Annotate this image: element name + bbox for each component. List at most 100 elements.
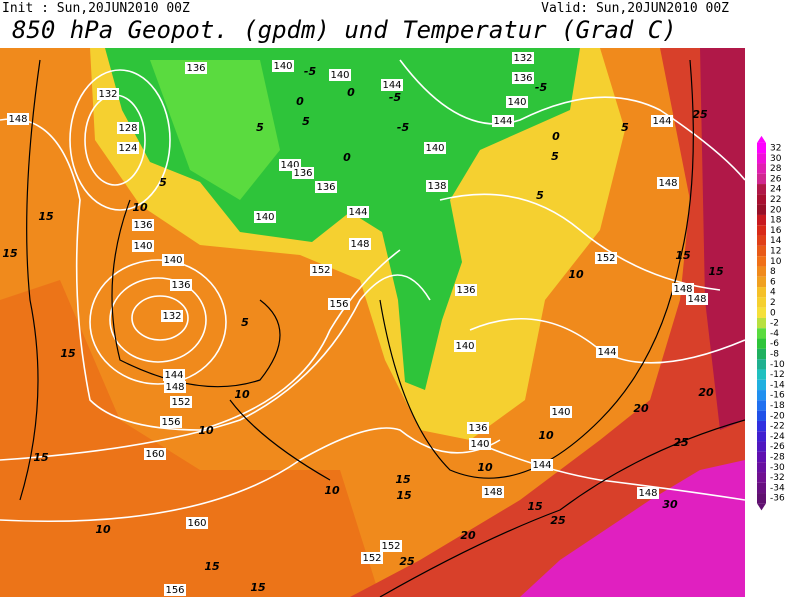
geopotential-label: 148 xyxy=(8,114,27,125)
geopotential-label-box xyxy=(454,340,476,352)
colorbar-label: -34 xyxy=(770,483,785,493)
geopotential-label-box xyxy=(170,396,192,408)
colorbar-label: 6 xyxy=(770,277,776,287)
colorbar-label: 14 xyxy=(770,236,782,246)
geopotential-label: 136 xyxy=(133,220,152,231)
colorbar-swatch xyxy=(757,441,766,452)
ocean-warm xyxy=(0,280,380,597)
temperature-label: 15 xyxy=(2,247,18,260)
geopotential-label-box xyxy=(380,540,402,552)
geopotential-label-box xyxy=(469,438,491,450)
temperature-labels: 1515151510151510101051051515101520252520… xyxy=(2,65,724,594)
geopotential-label: 140 xyxy=(507,97,526,108)
temperature-label: 20 xyxy=(698,386,714,399)
temperature-label: 15 xyxy=(675,249,691,262)
geopotential-label-box xyxy=(455,284,477,296)
hot-zone xyxy=(350,48,745,597)
geopotential-label-box xyxy=(315,181,337,193)
light-green-zone xyxy=(150,60,280,200)
colorbar: 32302826242220181614121086420-2-4-6-8-10… xyxy=(757,135,785,511)
colorbar-swatch xyxy=(757,317,766,329)
geopotential-label-box xyxy=(185,62,207,74)
colorbar-swatch xyxy=(757,400,766,411)
geopotential-label-box xyxy=(637,487,659,499)
temperature-label: 15 xyxy=(204,560,220,573)
geopotential-label: 148 xyxy=(350,239,369,250)
geopotential-label: 136 xyxy=(468,423,487,434)
colorbar-label: 22 xyxy=(770,195,781,205)
colorbar-swatch xyxy=(757,153,766,164)
temperature-label: 15 xyxy=(708,265,724,278)
geopotential-label-box xyxy=(329,69,351,81)
colorbar-swatch xyxy=(757,287,766,298)
geopotential-label-box xyxy=(170,279,192,291)
geopotential-label-box xyxy=(328,298,350,310)
temperature-label: 10 xyxy=(477,461,493,474)
geopotential-label-box xyxy=(381,79,403,91)
temperature-label: 15 xyxy=(395,473,411,486)
colorbar-swatch xyxy=(757,390,766,401)
temperature-label: 10 xyxy=(324,484,340,497)
temperature-label: 15 xyxy=(33,451,49,464)
colorbar-swatch xyxy=(757,297,766,308)
colorbar-swatch xyxy=(757,493,766,504)
geopotential-label: 140 xyxy=(255,212,274,223)
geopotential-label: 138 xyxy=(427,181,446,192)
colorbar-swatch xyxy=(757,225,766,236)
colorbar-swatch xyxy=(757,276,766,288)
temperature-label: 0 xyxy=(343,151,351,164)
geopotential-label: 152 xyxy=(311,265,330,276)
geopotential-label-box xyxy=(7,113,29,125)
geopotential-label: 156 xyxy=(329,299,348,310)
colorbar-label: -36 xyxy=(770,494,785,504)
colorbar-label: -20 xyxy=(770,411,785,421)
geopotential-label: 136 xyxy=(513,73,532,84)
geopotential-label: 140 xyxy=(455,341,474,352)
colorbar-label: -4 xyxy=(770,329,779,339)
colorbar-label: -32 xyxy=(770,473,785,483)
colorbar-label: 10 xyxy=(770,257,782,267)
geopotential-label: 140 xyxy=(330,70,349,81)
geopotential-label-box xyxy=(117,142,139,154)
colorbar-label: -28 xyxy=(770,453,785,463)
colorbar-swatch xyxy=(757,462,766,473)
geopotential-label-box xyxy=(163,369,185,381)
colorbar-swatch xyxy=(757,410,766,421)
geopotential-label: 140 xyxy=(273,61,292,72)
colorbar-label: 16 xyxy=(770,226,782,236)
colorbar-swatch xyxy=(757,245,766,257)
geopotential-label-box xyxy=(651,115,673,127)
colorbar-label: 0 xyxy=(770,308,776,318)
geopotential-contours xyxy=(0,59,745,523)
geopotential-label-box xyxy=(254,211,276,223)
temperature-label: 20 xyxy=(633,402,649,415)
geopotential-label: 140 xyxy=(133,241,152,252)
geopotential-label-box xyxy=(361,552,383,564)
geopotential-label: 132 xyxy=(98,89,117,100)
geopotential-label-box xyxy=(482,486,504,498)
geopotential-label-box xyxy=(595,252,617,264)
geopotential-label-box xyxy=(160,416,182,428)
temperature-label: 5 xyxy=(241,316,249,329)
colorbar-swatch xyxy=(757,338,766,349)
colorbar-swatch xyxy=(757,482,766,494)
geopotential-label: 124 xyxy=(118,143,137,154)
geopotential-label-box xyxy=(686,293,708,305)
geopotential-label: 136 xyxy=(171,280,190,291)
geopotential-label: 144 xyxy=(382,80,401,91)
temperature-label: 5 xyxy=(536,189,544,202)
geopotential-label: 148 xyxy=(638,488,657,499)
geopotential-label: 144 xyxy=(597,347,616,358)
temperature-label: -5 xyxy=(304,65,317,78)
geopotential-label-box xyxy=(186,517,208,529)
geopotential-label-box xyxy=(596,346,618,358)
colorbar-label: -12 xyxy=(770,370,785,380)
geopotential-label: 136 xyxy=(293,168,312,179)
colorbar-label: -30 xyxy=(770,463,785,473)
colorbar-label: 30 xyxy=(770,154,782,164)
colorbar-swatch xyxy=(757,194,766,205)
geopotential-label-box xyxy=(310,264,332,276)
temperature-label: 10 xyxy=(538,429,554,442)
temperature-label: 15 xyxy=(527,500,543,513)
geopotential-label: 136 xyxy=(186,63,205,74)
